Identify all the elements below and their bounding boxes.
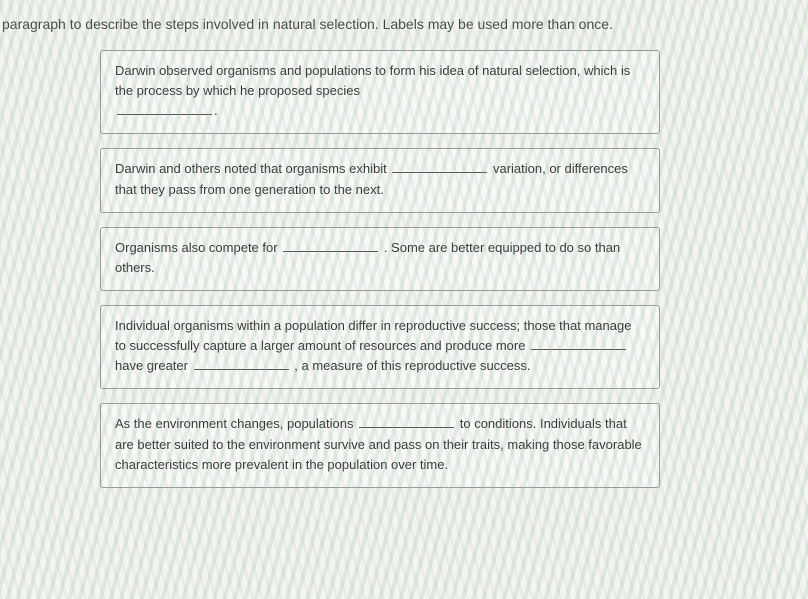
box-text: As the environment changes, populations [115, 416, 354, 431]
step-box-2[interactable]: Darwin and others noted that organisms e… [100, 148, 660, 212]
fill-blank[interactable] [392, 161, 487, 173]
step-box-4[interactable]: Individual organisms within a population… [100, 305, 660, 389]
box-text: , a measure of this reproductive success… [294, 358, 530, 373]
fill-blank[interactable] [283, 239, 378, 251]
box-text: . [214, 103, 218, 118]
fill-blank[interactable] [194, 358, 289, 370]
fill-blank[interactable] [531, 338, 626, 350]
instruction-text: paragraph to describe the steps involved… [0, 10, 808, 50]
fill-blank[interactable] [359, 416, 454, 428]
box-text: Darwin observed organisms and population… [115, 63, 630, 98]
box-text: Organisms also compete for [115, 240, 278, 255]
box-text: Darwin and others noted that organisms e… [115, 161, 387, 176]
box-text: have greater [115, 358, 188, 373]
step-box-3[interactable]: Organisms also compete for . Some are be… [100, 227, 660, 291]
paragraph-boxes: Darwin observed organisms and population… [100, 50, 660, 488]
step-box-5[interactable]: As the environment changes, populations … [100, 403, 660, 487]
fill-blank[interactable] [117, 103, 212, 115]
step-box-1[interactable]: Darwin observed organisms and population… [100, 50, 660, 134]
